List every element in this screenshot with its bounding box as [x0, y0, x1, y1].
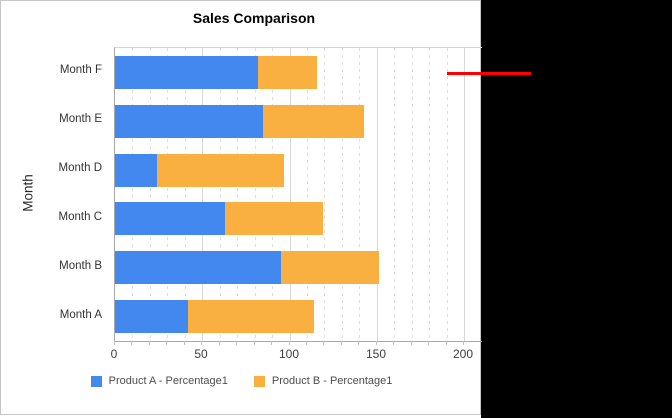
axis-tick [428, 341, 429, 345]
y-category-label: Month D [58, 162, 102, 174]
legend-label: Product A - Percentage1 [108, 375, 228, 387]
minor-gridline [359, 48, 360, 341]
bar-row-month-f [115, 56, 317, 89]
x-tick-label: 150 [365, 347, 387, 361]
minor-gridline [167, 48, 168, 341]
plot-area [114, 47, 482, 342]
minor-gridline [307, 48, 308, 341]
axis-tick [376, 341, 377, 345]
axis-tick [393, 341, 394, 345]
axis-tick [201, 341, 202, 345]
minor-gridline [132, 48, 133, 341]
minor-gridline [150, 48, 151, 341]
y-category-label: Month A [59, 309, 102, 321]
bar-row-month-e [115, 105, 364, 138]
bar-segment [115, 105, 263, 138]
bar-row-month-a [115, 300, 314, 333]
minor-gridline [447, 48, 448, 341]
minor-gridline [412, 48, 413, 341]
axis-tick [254, 341, 255, 345]
minor-gridline [272, 48, 273, 341]
x-tick-label: 100 [278, 347, 300, 361]
bar-segment [281, 251, 379, 284]
chart-legend: Product A - Percentage1 Product B - Perce… [1, 375, 482, 387]
y-axis-title: Month [20, 174, 36, 212]
bar-segment [263, 105, 364, 138]
axis-tick [219, 341, 220, 345]
legend-label: Product B - Percentage1 [271, 375, 393, 387]
bar-segment [188, 300, 314, 333]
axis-tick [463, 341, 464, 345]
minor-gridline [324, 48, 325, 341]
chart-panel-column: Sales Comparison Month Product A - Perce… [0, 0, 482, 418]
axis-tick [236, 341, 237, 345]
y-category-label: Month E [59, 113, 102, 125]
minor-gridline [220, 48, 221, 341]
red-annotation-line [447, 72, 531, 75]
axis-tick [446, 341, 447, 345]
bar-segment [157, 154, 284, 187]
legend-swatch-icon [90, 375, 102, 387]
bar-segment [225, 202, 323, 235]
axis-tick [184, 341, 185, 345]
bar-segment [115, 300, 188, 333]
legend-item: Product A - Percentage1 [90, 375, 228, 387]
minor-gridline [237, 48, 238, 341]
bar-segment [115, 154, 157, 187]
legend-item: Product B - Percentage1 [253, 375, 393, 387]
axis-tick [411, 341, 412, 345]
major-gridline [464, 48, 465, 341]
major-gridline [377, 48, 378, 341]
axis-tick [131, 341, 132, 345]
chart-title: Sales Comparison [192, 10, 316, 26]
axis-tick [114, 341, 115, 345]
axis-tick [271, 341, 272, 345]
y-category-label: Month C [58, 211, 102, 223]
axis-tick [358, 341, 359, 345]
minor-gridline [342, 48, 343, 341]
bar-segment [115, 56, 258, 89]
minor-gridline [255, 48, 256, 341]
legend-swatch-icon [253, 375, 265, 387]
bar-segment [115, 202, 225, 235]
minor-gridline [394, 48, 395, 341]
minor-gridline [429, 48, 430, 341]
axis-tick [323, 341, 324, 345]
axis-tick [149, 341, 150, 345]
x-tick-label: 0 [110, 347, 118, 361]
y-category-label: Month F [59, 64, 102, 76]
major-gridline [202, 48, 203, 341]
bar-segment [115, 251, 281, 284]
axis-tick [341, 341, 342, 345]
axis-tick [306, 341, 307, 345]
major-gridline [290, 48, 291, 341]
black-background-region [481, 0, 672, 418]
bar-row-month-d [115, 154, 284, 187]
axis-tick [166, 341, 167, 345]
bar-row-month-c [115, 202, 323, 235]
y-category-label: Month B [59, 260, 102, 272]
x-axis-ticks [114, 341, 481, 346]
chart-panel: Sales Comparison Month Product A - Perce… [0, 0, 482, 415]
minor-gridline [185, 48, 186, 341]
axis-tick [289, 341, 290, 345]
bar-row-month-b [115, 251, 379, 284]
x-tick-label: 50 [194, 347, 208, 361]
x-tick-label: 200 [452, 347, 474, 361]
bar-segment [258, 56, 317, 89]
